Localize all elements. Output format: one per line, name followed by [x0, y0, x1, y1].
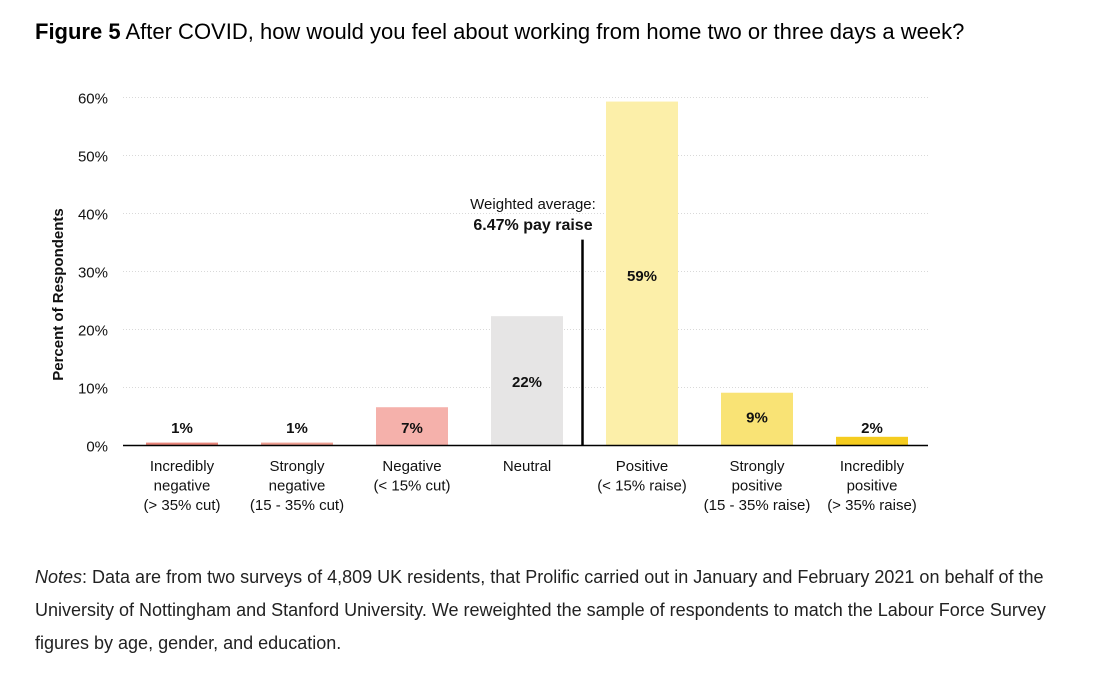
figure-title-text: After COVID, how would you feel about wo… — [125, 19, 965, 44]
notes-label: Notes — [35, 567, 83, 587]
bar — [261, 442, 333, 446]
y-tick-label: 30% — [78, 265, 108, 282]
notes: Notes: Data are from two surveys of 4,80… — [35, 561, 1095, 660]
bar — [606, 101, 678, 446]
data-label: 1% — [171, 420, 193, 437]
y-tick-label: 40% — [78, 207, 108, 224]
bar — [146, 442, 218, 446]
annotation-line1: Weighted average: — [470, 196, 596, 213]
bar — [491, 316, 563, 446]
x-tick-label: Positive (< 15% raise) — [597, 458, 687, 495]
data-label: 2% — [861, 420, 883, 437]
notes-text: : Data are from two surveys of 4,809 UK … — [35, 567, 1046, 653]
bar — [836, 436, 908, 446]
x-tick-label: Incredibly positive (> 35% raise) — [827, 458, 917, 514]
data-label: 22% — [512, 374, 542, 391]
annotation-line2: 6.47% pay raise — [473, 217, 592, 234]
y-axis-label: Percent of Respondents — [50, 208, 67, 381]
x-tick-label: Incredibly negative (> 35% cut) — [143, 458, 220, 514]
data-label: 9% — [746, 410, 768, 427]
x-tick-label: Strongly negative (15 - 35% cut) — [250, 458, 344, 514]
y-tick-label: 0% — [86, 439, 108, 456]
figure-title: Figure 5 After COVID, how would you feel… — [35, 18, 964, 46]
x-tick-label: Neutral — [503, 458, 551, 475]
bar — [376, 407, 448, 446]
y-tick-label: 10% — [78, 381, 108, 398]
bar — [721, 392, 793, 446]
figure-label: Figure 5 — [35, 19, 121, 44]
data-label: 7% — [401, 420, 423, 437]
x-tick-label: Strongly positive (15 - 35% raise) — [704, 458, 811, 514]
data-label: 1% — [286, 420, 308, 437]
y-tick-label: 50% — [78, 149, 108, 166]
y-tick-label: 20% — [78, 323, 108, 340]
y-tick-label: 60% — [78, 91, 108, 108]
data-label: 59% — [627, 268, 657, 285]
bar-chart: 0% 10% 20% 30% 40% 50% 60% Percent of Responden… — [50, 91, 928, 514]
x-tick-label: Negative (< 15% cut) — [373, 458, 450, 495]
